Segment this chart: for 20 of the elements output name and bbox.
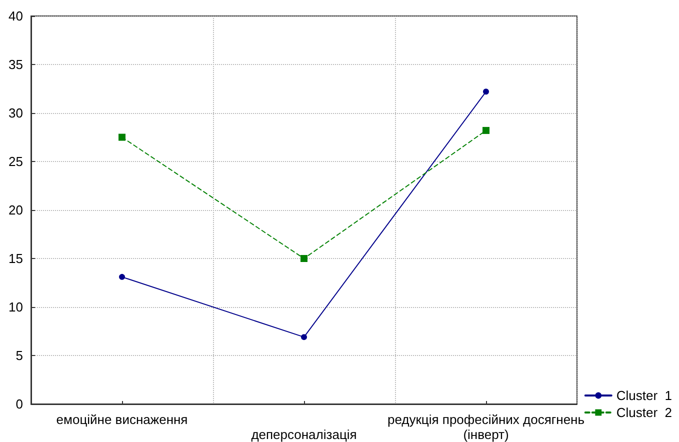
y-tick-label: 5 <box>16 348 23 363</box>
y-tick-label: 10 <box>8 300 23 314</box>
point <box>119 274 125 280</box>
point <box>300 255 308 262</box>
legend-label: Cluster 2 <box>616 405 672 420</box>
x-tick-label: редукція професійних досягнень (інверт) <box>387 412 585 442</box>
point <box>118 134 126 141</box>
x-tick-label: емоційне виснаження <box>56 412 188 427</box>
point <box>301 334 307 340</box>
legend-label: Cluster 1 <box>616 388 672 403</box>
y-tick-label: 40 <box>8 8 23 24</box>
y-tick-label: 25 <box>8 154 23 169</box>
y-tick-label: 30 <box>8 106 23 120</box>
y-tick-label: 0 <box>16 396 23 412</box>
y-tick-label: 20 <box>8 202 23 218</box>
point <box>482 126 490 134</box>
point <box>483 88 489 95</box>
y-tick-label: 15 <box>8 251 23 266</box>
x-tick-label: деперсоналізація <box>251 427 357 442</box>
y-tick-label: 35 <box>8 57 23 72</box>
